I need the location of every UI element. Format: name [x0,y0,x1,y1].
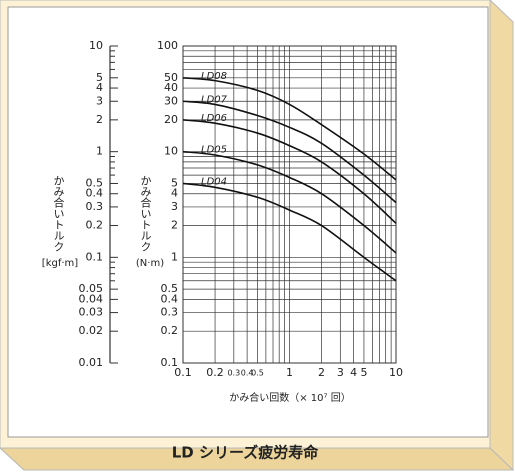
y2-tick-label: 0.1 [86,250,104,263]
y-tick-label: 1 [171,250,178,263]
y-tick-label: 4 [171,187,178,200]
x-tick-label: 0.3 [227,369,240,378]
x-tick-label: 0.1 [174,366,192,379]
series-label: LD06 [201,113,227,124]
y2-axis-unit: [kgf·m] [42,258,78,269]
panel [7,6,489,438]
y-tick-label: 5 [171,176,178,189]
series-line [182,182,397,282]
y-tick-label: 50 [164,71,178,84]
y2-tick-label: 3 [96,94,103,107]
y2-tick-label: 0.02 [79,324,104,337]
y2-tick-label: 5 [96,71,103,84]
series-line [182,100,397,204]
series-line [182,119,397,224]
x-tick-label: 5 [360,366,367,379]
y2-tick-label: 0.03 [79,306,104,319]
y2-tick-label: 0.5 [86,176,104,189]
x-tick-label: 4 [350,366,357,379]
series-label: LD07 [201,94,228,105]
x-tick-label: 0.5 [251,369,264,378]
y2-axis-label: かみ合いトルク [52,175,65,252]
y-tick-label: 0.5 [161,282,179,295]
series-line [182,77,397,181]
x-tick-label: 10 [389,366,403,379]
y2-tick-label: 0.4 [86,187,104,200]
y-axis-label: かみ合いトルク [139,175,152,252]
x-tick-label: 3 [337,366,344,379]
y2-tick-label: 0.2 [86,219,104,232]
x-axis-label: かみ合い回数（× 10⁷ 回） [229,391,350,404]
y2-tick-label: 0.3 [86,200,104,213]
y2-tick-label: 0.05 [79,282,104,295]
y-tick-label: 0.2 [161,324,179,337]
x-tick-label: 0.4 [241,369,254,378]
y2-tick-label: 4 [96,81,103,94]
series-label: LD05 [201,145,227,156]
y-tick-label: 3 [171,200,178,213]
y-tick-label: 0.4 [161,292,179,305]
y2-tick-label: 2 [96,113,103,126]
series-label: LD04 [201,176,227,187]
y-tick-label: 100 [157,39,178,52]
y-tick-label: 0.3 [161,306,179,319]
y2-tick-label: 1 [96,145,103,158]
y-tick-label: 10 [164,145,178,158]
y-tick-label: 40 [164,81,178,94]
y2-tick-label: 0.01 [79,356,104,369]
series-line [182,150,397,254]
frame-side [489,0,514,472]
y2-tick-label: 0.04 [79,292,104,305]
plot-border [182,45,397,364]
y-axis-unit: (N·m) [136,258,164,269]
y-tick-label: 0.1 [161,356,179,369]
series-label: LD08 [201,71,227,82]
y-tick-label: 2 [171,219,178,232]
chart-title: LD シリーズ疲労寿命 [172,444,319,462]
x-tick-label: 1 [286,366,293,379]
x-tick-label: 2 [318,366,325,379]
y-tick-label: 30 [164,94,178,107]
y-tick-label: 20 [164,113,178,126]
frame-bottom [0,447,515,471]
y2-tick-label: 10 [89,39,103,52]
x-tick-label: 0.2 [206,366,224,379]
